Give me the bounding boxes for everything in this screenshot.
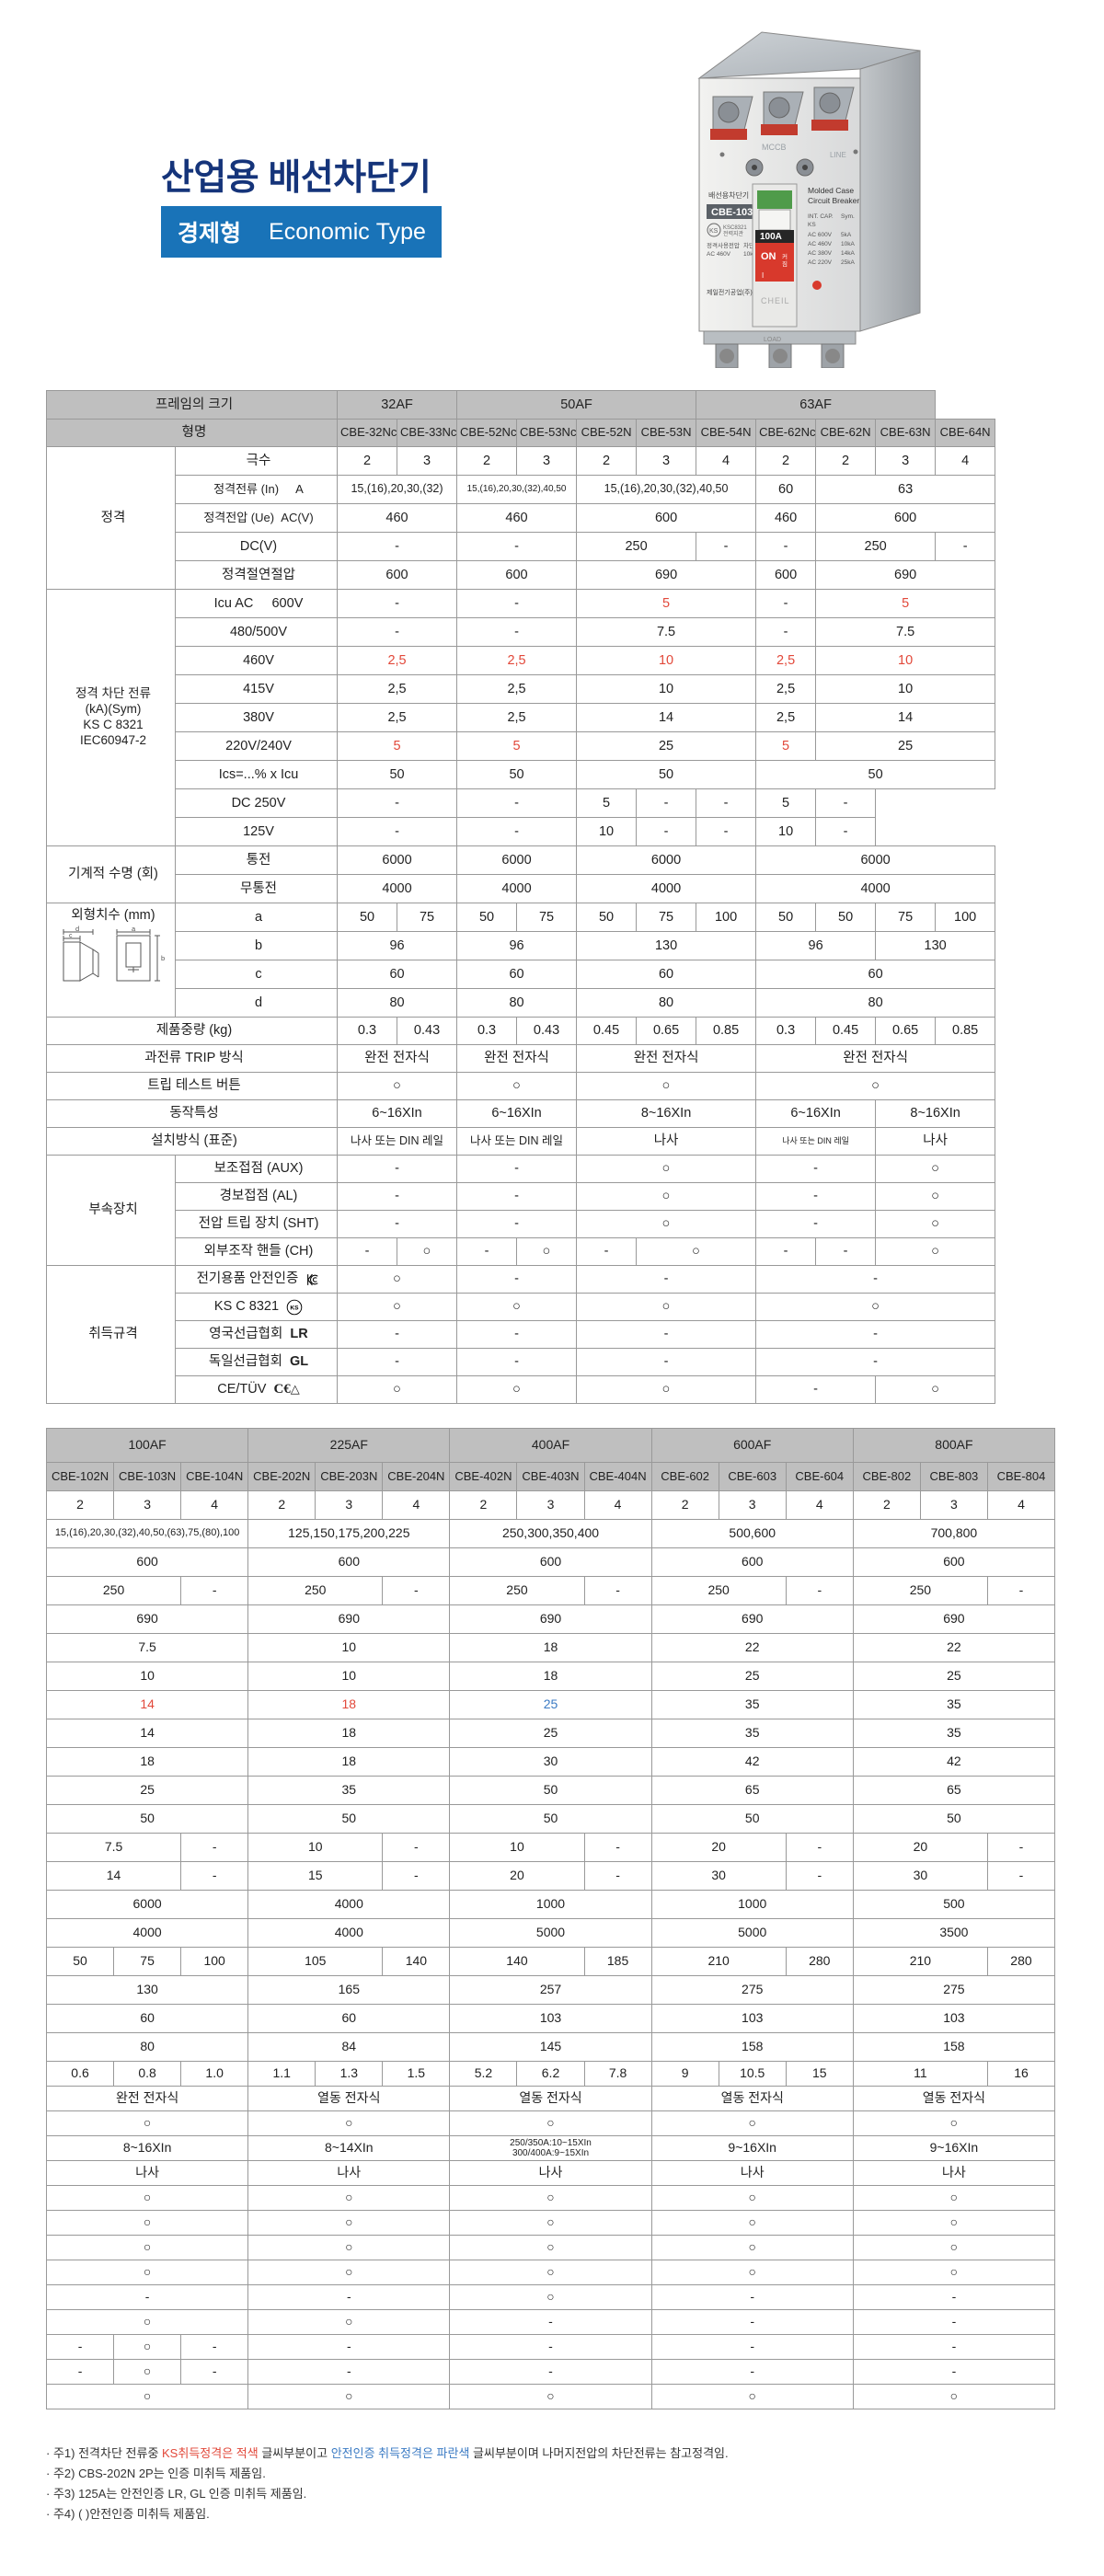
svg-text:LOAD: LOAD — [764, 337, 781, 343]
svg-text:MCCB: MCCB — [762, 143, 787, 152]
svg-text:Sym.: Sym. — [841, 213, 855, 220]
svg-text:커: 커 — [782, 252, 788, 260]
svg-text:AC 460V: AC 460V — [707, 251, 731, 258]
svg-text:배선용차단기: 배선용차단기 — [708, 190, 749, 200]
svg-text:ON: ON — [761, 251, 776, 262]
svg-text:정격사용전압: 정격사용전압 — [707, 241, 740, 249]
svg-text:Molded Case: Molded Case — [808, 186, 854, 195]
svg-text:전력지관: 전력지관 — [723, 230, 744, 237]
svg-text:25kA: 25kA — [841, 259, 855, 266]
svg-text:INT. CAP.: INT. CAP. — [808, 213, 834, 220]
svg-text:b: b — [161, 954, 165, 962]
svg-text:100A: 100A — [760, 232, 782, 242]
svg-text:제일전기공업(주): 제일전기공업(주) — [707, 288, 753, 296]
svg-text:KSC8321: KSC8321 — [723, 225, 747, 231]
svg-text:짐: 짐 — [782, 260, 788, 268]
svg-text:10kA: 10kA — [841, 241, 855, 247]
svg-text:I: I — [762, 271, 764, 280]
svg-text:Circuit Breaker: Circuit Breaker — [808, 196, 859, 205]
svg-text:CHEIL: CHEIL — [761, 296, 790, 305]
svg-text:KS: KS — [709, 228, 719, 235]
svg-text:AC 460V: AC 460V — [808, 241, 833, 247]
svg-text:AC 380V: AC 380V — [808, 250, 833, 257]
svg-text:c: c — [69, 933, 73, 939]
svg-text:5kA: 5kA — [841, 232, 852, 238]
svg-text:14kA: 14kA — [841, 250, 855, 257]
svg-text:KS: KS — [808, 222, 816, 228]
svg-text:LINE: LINE — [830, 151, 846, 159]
svg-text:AC 600V: AC 600V — [808, 232, 833, 238]
svg-text:KS: KS — [291, 1305, 300, 1311]
svg-text:AC 220V: AC 220V — [808, 259, 833, 266]
svg-text:d: d — [75, 925, 79, 933]
